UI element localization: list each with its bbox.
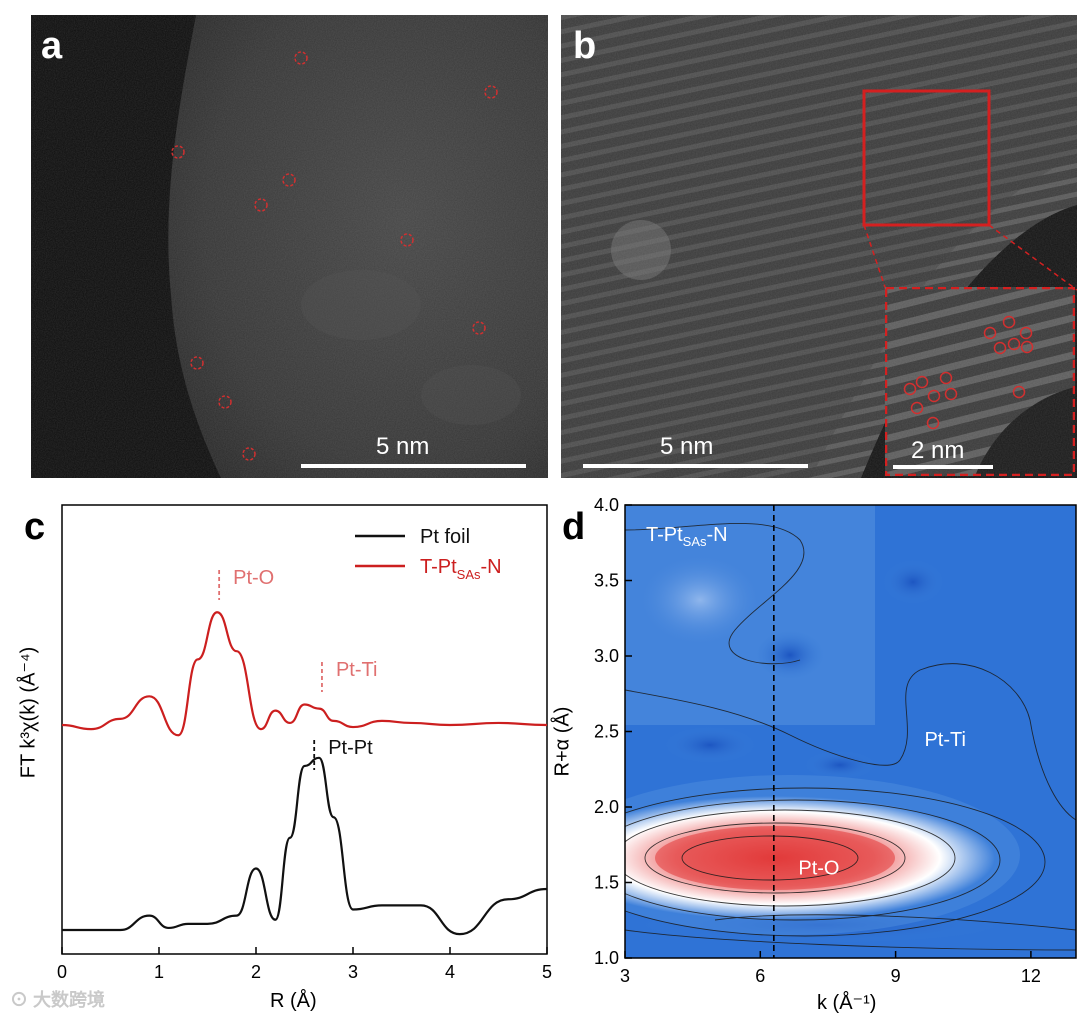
d-y-tick-label: 1.0 bbox=[594, 948, 619, 968]
c-series-line-0 bbox=[61, 611, 548, 737]
c-y-axis-label: FT k³χ(k) (Å⁻⁴) bbox=[16, 603, 41, 823]
panel-letter-a: a bbox=[41, 25, 63, 67]
c-annotation-label: Pt-Pt bbox=[328, 737, 373, 759]
c-x-tick-label: 1 bbox=[154, 962, 164, 982]
d-x-tick-label: 3 bbox=[620, 966, 630, 986]
d-title: T-PtSAs-N bbox=[646, 524, 728, 549]
d-x-tick-label: 6 bbox=[755, 966, 765, 986]
c-plot-frame bbox=[61, 504, 548, 955]
panel-letter-b: b bbox=[573, 25, 597, 67]
c-x-tick-label: 3 bbox=[348, 962, 358, 982]
d-ylabel-text: R+α (Å) bbox=[551, 706, 574, 777]
panel-b-image: b 5 nm 2 nm bbox=[561, 15, 1077, 478]
chart-d-svg: 3 6 9 12 1.0 1.5 2.0 2.5 3.0 3.5 4.0 Pt-Ti Pt-O bbox=[594, 495, 1077, 986]
d-x-tick-label: 9 bbox=[891, 966, 901, 986]
d-title-main: T-Pt bbox=[646, 524, 683, 546]
d-y-tick-label: 1.5 bbox=[594, 873, 619, 893]
chart-c-svg: 0 1 2 3 4 5 Pt-O Pt-Ti Pt-Pt Pt foil T-PtSAs-N bbox=[57, 504, 552, 982]
d-region-label: Pt-Ti bbox=[924, 729, 965, 751]
d-y-tick-label: 3.0 bbox=[594, 646, 619, 666]
d-y-axis-label: R+α (Å) bbox=[552, 687, 575, 797]
d-x-axis-label: k (Å⁻¹) bbox=[817, 992, 877, 1014]
inset-scale-bar-label: 2 nm bbox=[911, 437, 965, 464]
c-legend-label: T-PtSAs-N bbox=[420, 556, 502, 582]
d-region-label: Pt-O bbox=[798, 857, 839, 879]
scale-bar bbox=[301, 464, 526, 468]
c-ylabel-text: FT k³χ(k) (Å⁻⁴) bbox=[17, 646, 40, 779]
d-y-tick-label: 3.5 bbox=[594, 571, 619, 591]
panel-a-image: a 5 nm bbox=[31, 15, 548, 478]
c-series-line-1 bbox=[62, 756, 548, 936]
panel-letter-c: c bbox=[24, 506, 46, 548]
c-x-tick-label: 4 bbox=[445, 962, 455, 982]
d-title-sub: SAs bbox=[682, 534, 707, 549]
watermark: ⊙ 大数跨境 bbox=[10, 986, 105, 1012]
chart-c: 0 1 2 3 4 5 Pt-O Pt-Ti Pt-Pt Pt foil T-PtSAs-N F… bbox=[0, 490, 560, 1017]
d-y-tick-label: 2.0 bbox=[594, 797, 619, 817]
panel-letter-d: d bbox=[562, 506, 586, 548]
d-x-tick-label: 12 bbox=[1021, 966, 1041, 986]
d-y-tick-label: 2.5 bbox=[594, 722, 619, 742]
zoom-inset: 2 nm bbox=[885, 287, 1075, 476]
c-x-tick-label: 2 bbox=[251, 962, 261, 982]
watermark-icon: ⊙ bbox=[10, 990, 34, 1010]
scale-bar-label: 5 nm bbox=[376, 433, 430, 460]
d-y-tick-label: 4.0 bbox=[594, 495, 619, 515]
c-x-axis-label: R (Å) bbox=[270, 990, 317, 1012]
c-x-tick-label: 0 bbox=[57, 962, 67, 982]
c-x-tick-label: 5 bbox=[542, 962, 552, 982]
c-annotation-label: Pt-Ti bbox=[336, 659, 377, 681]
chart-d: 3 6 9 12 1.0 1.5 2.0 2.5 3.0 3.5 4.0 Pt-Ti Pt-O T-P… bbox=[552, 490, 1080, 1017]
d-title-suffix: -N bbox=[706, 524, 728, 546]
c-annotation-label: Pt-O bbox=[233, 567, 274, 589]
scale-bar-label: 5 nm bbox=[660, 433, 714, 460]
watermark-text: 大数跨境 bbox=[33, 990, 106, 1010]
c-legend-label: Pt foil bbox=[420, 526, 470, 548]
